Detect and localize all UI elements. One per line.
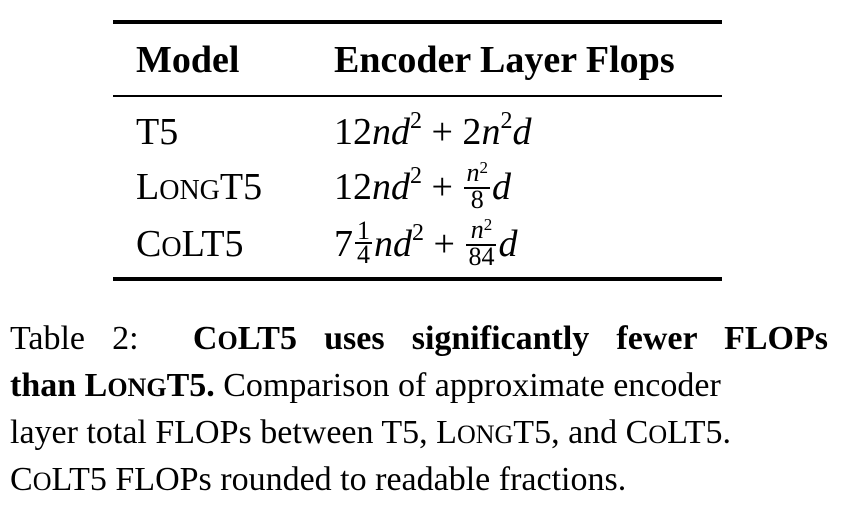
caption-line-3: layer total FLOPs between T5, LONGT5, an…: [10, 414, 732, 451]
row-model-t5: T5: [136, 111, 179, 153]
header-encoder-layer-flops: Encoder Layer Flops: [334, 39, 675, 81]
caption-line-1: Table 2: COLT5 uses significantly fewer …: [10, 320, 829, 357]
caption-line-2: than LONGT5. Comparison of approximate e…: [10, 367, 721, 404]
row-formula-longt5: 12nd2 + n2 8 d: [334, 157, 511, 214]
caption-line-4: COLT5 FLOPs rounded to readable fraction…: [10, 461, 627, 498]
row-formula-t5: 12nd2 + 2n2d: [334, 108, 532, 153]
row-model-longt5: LONGT5: [136, 166, 263, 208]
table-mid-rule: [113, 95, 722, 97]
table-bottom-rule: [113, 277, 722, 281]
table-top-rule: [113, 20, 722, 24]
table-caption: Table 2: COLT5 uses significantly fewer …: [10, 316, 828, 504]
header-model: Model: [136, 39, 240, 81]
row-model-colt5: COLT5: [136, 223, 244, 265]
row-formula-colt5: 7 1 4 nd2 + n2 84 d: [334, 214, 518, 271]
caption-label: Table 2:: [10, 320, 139, 357]
